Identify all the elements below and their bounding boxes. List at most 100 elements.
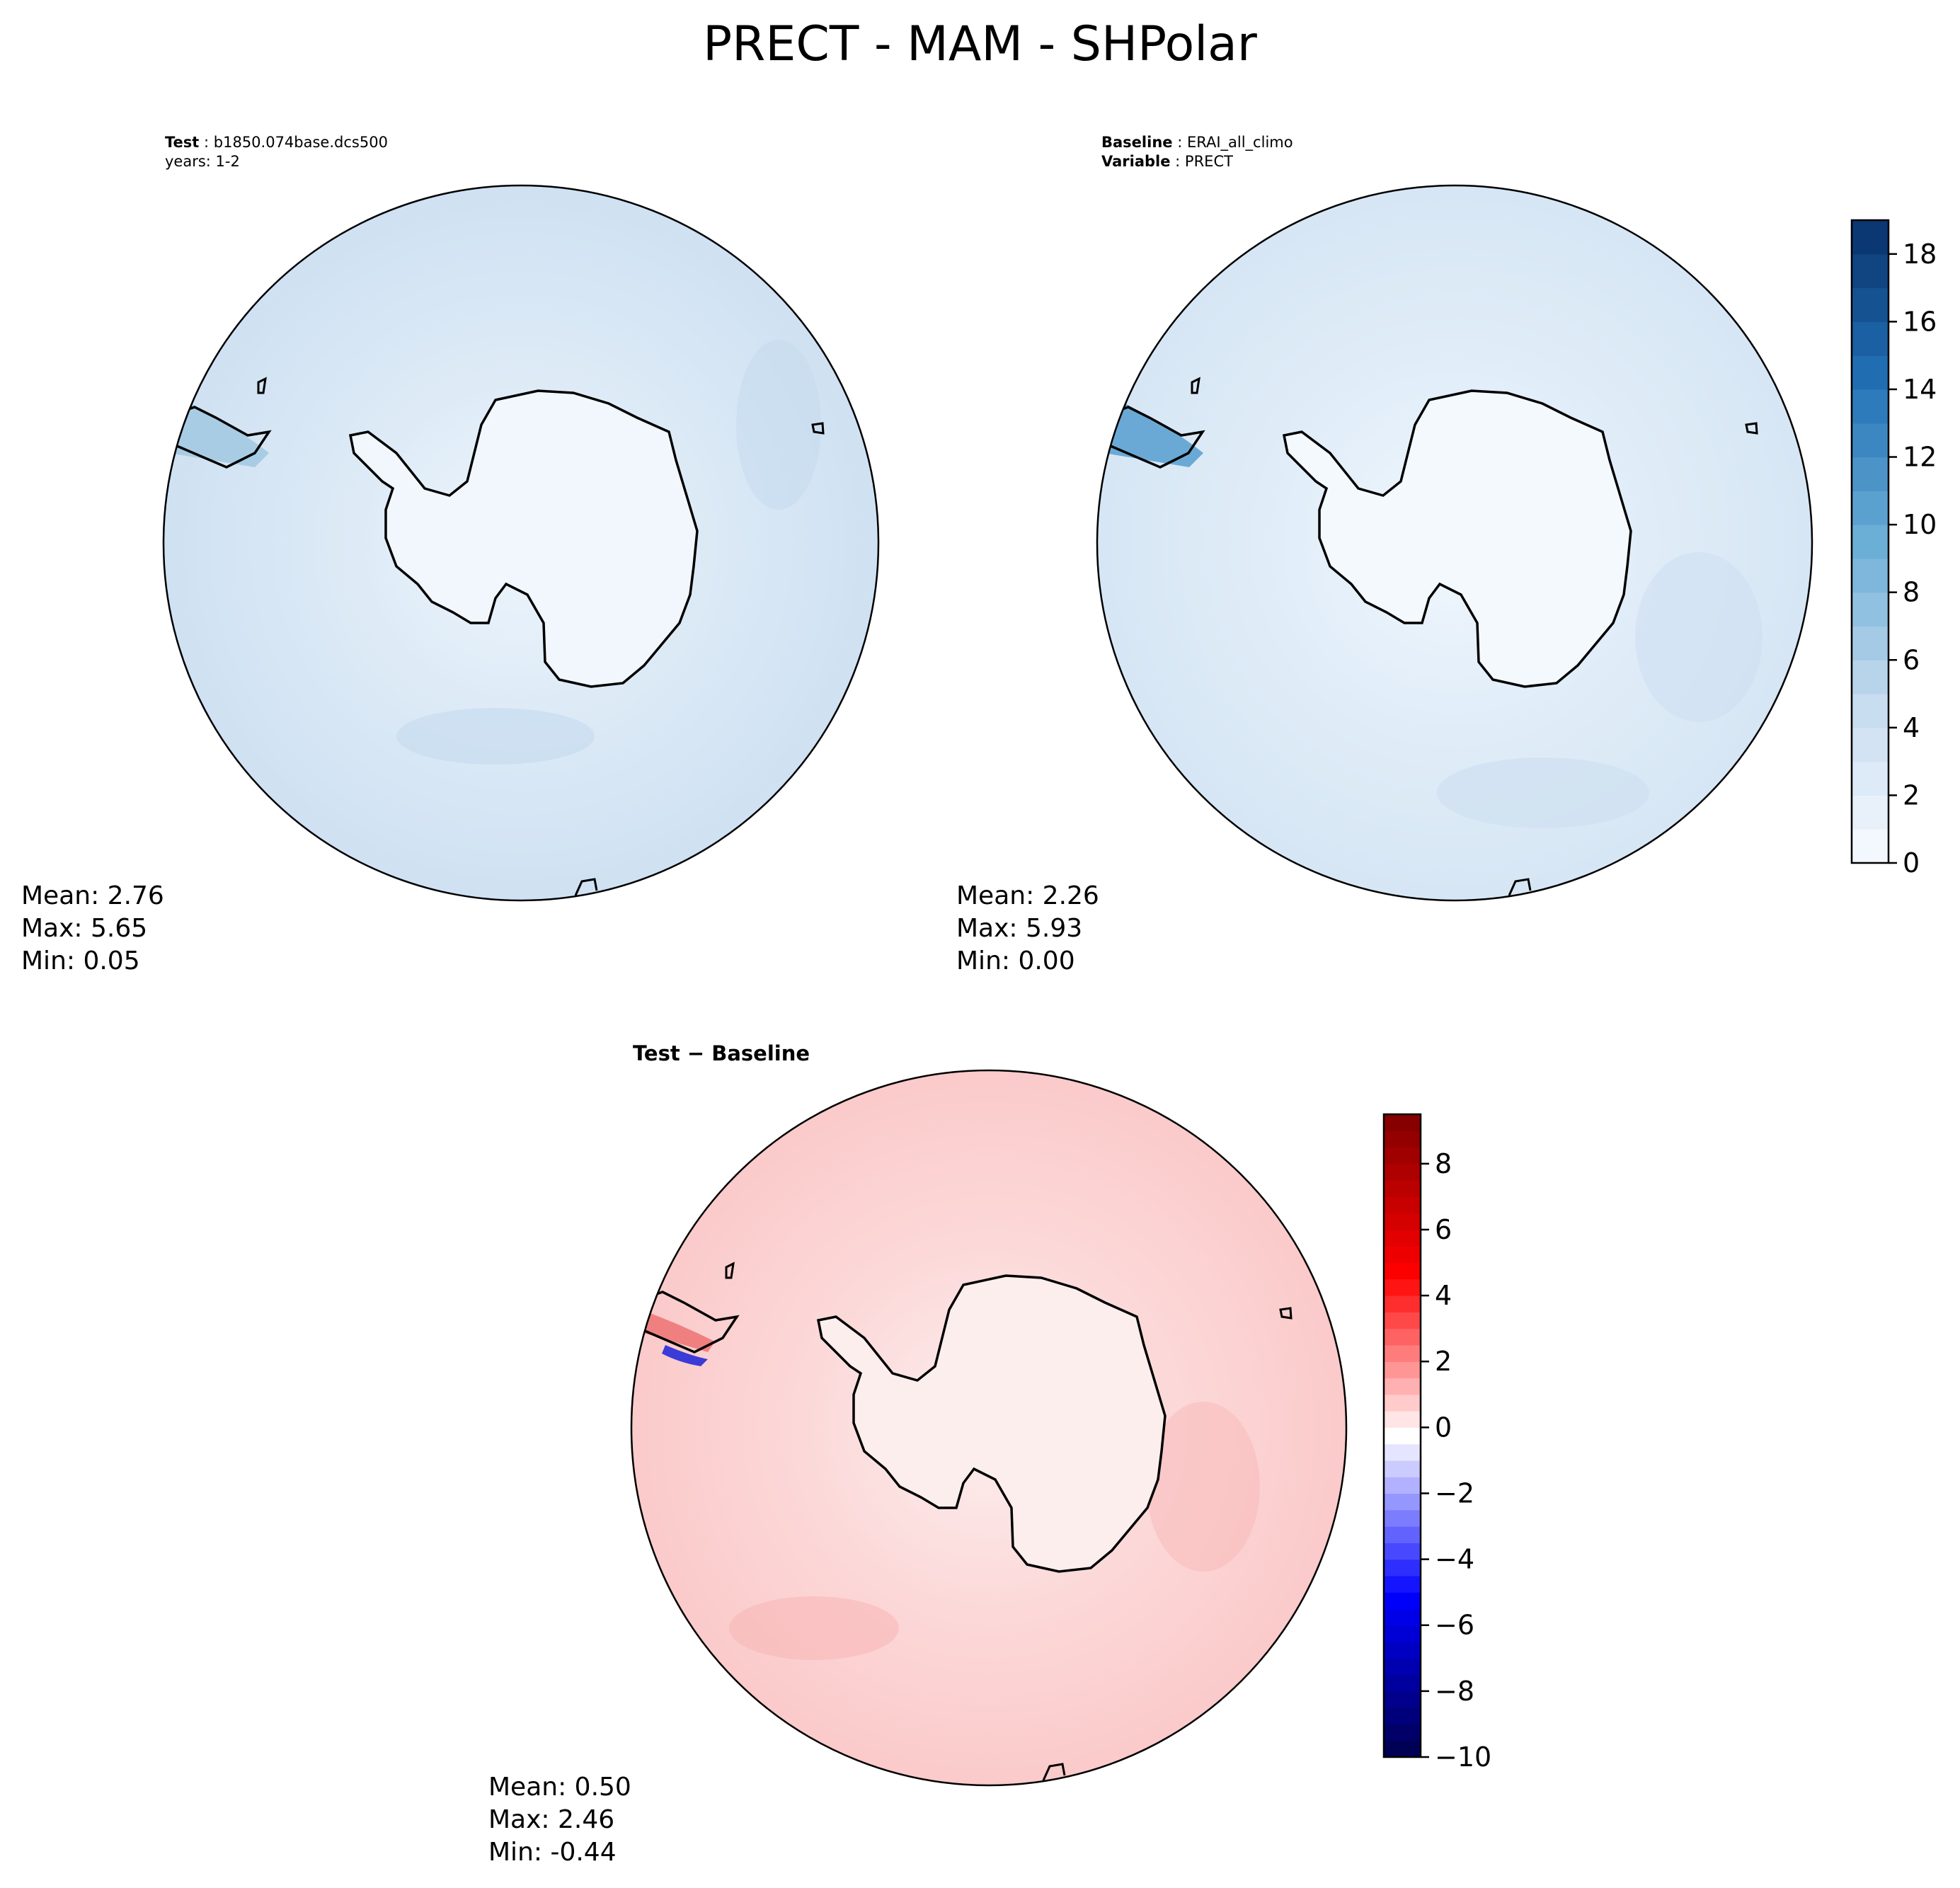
diff-mean: Mean: 0.50 bbox=[488, 1773, 631, 1802]
precip-colorbar-level bbox=[1852, 525, 1889, 559]
diff-colorbar-level bbox=[1384, 1394, 1421, 1412]
precip-colorbar-level bbox=[1852, 761, 1889, 796]
diff-colorbar-level bbox=[1384, 1658, 1421, 1676]
baseline-variable: PRECT bbox=[1184, 153, 1233, 170]
baseline-stats: Mean: 2.26 Max: 5.93 Min: 0.00 bbox=[956, 880, 1099, 978]
precip-colorbar-level bbox=[1852, 389, 1889, 424]
test-island-outline bbox=[257, 377, 267, 394]
diff-colorbar-tick-label: 0 bbox=[1435, 1412, 1452, 1443]
diff-peninsula-negative bbox=[662, 1345, 708, 1366]
diff-colorbar-level bbox=[1384, 1213, 1421, 1230]
precip-colorbar-tick-label: 12 bbox=[1903, 442, 1937, 473]
diff-colorbar-level bbox=[1384, 1427, 1421, 1445]
precip-colorbar-tick-label: 10 bbox=[1903, 509, 1937, 540]
diff-colorbar: −10 −8 −6 −4 −2 0 2 4 6 8 bbox=[1382, 1113, 1491, 1773]
test-field-patch bbox=[396, 708, 595, 765]
precip-colorbar-level bbox=[1852, 727, 1889, 762]
diff-colorbar-level bbox=[1384, 1196, 1421, 1214]
baseline-map bbox=[1096, 184, 1813, 902]
diff-colorbar-level bbox=[1384, 1295, 1421, 1312]
diff-colorbar-level bbox=[1384, 1312, 1421, 1329]
diff-colorbar-level bbox=[1384, 1509, 1421, 1527]
test-max: Max: 5.65 bbox=[21, 914, 148, 943]
diff-colorbar-level bbox=[1384, 1625, 1421, 1642]
diff-colorbar-level bbox=[1384, 1707, 1421, 1725]
diff-title-test: Test bbox=[633, 1041, 680, 1065]
diff-colorbar-level bbox=[1384, 1543, 1421, 1560]
diff-title-sep: − bbox=[680, 1041, 712, 1065]
diff-colorbar-tick-label: 8 bbox=[1435, 1148, 1452, 1179]
test-island-outline bbox=[811, 422, 825, 435]
diff-colorbar-tick-label: −10 bbox=[1435, 1741, 1491, 1773]
precip-colorbar-level bbox=[1852, 253, 1889, 289]
baseline-name: ERAI_all_climo bbox=[1186, 134, 1293, 151]
baseline-antarctica-coastline bbox=[1282, 389, 1632, 688]
diff-colorbar-level bbox=[1384, 1361, 1421, 1379]
diff-island-outline bbox=[1279, 1307, 1293, 1320]
diff-colorbar-level bbox=[1384, 1460, 1421, 1477]
diff-stats: Mean: 0.50 Max: 2.46 Min: -0.44 bbox=[488, 1771, 631, 1869]
diff-colorbar-tick-label: 6 bbox=[1435, 1214, 1452, 1245]
precip-colorbar-tick-label: 16 bbox=[1903, 306, 1937, 337]
diff-colorbar-level bbox=[1384, 1163, 1421, 1181]
diff-field-patch bbox=[729, 1596, 899, 1660]
baseline-south-america-coastline bbox=[1097, 406, 1205, 469]
baseline-new-zealand-outline bbox=[1508, 878, 1532, 896]
test-name: b1850.074base.dcs500 bbox=[213, 134, 388, 151]
diff-colorbar-level bbox=[1384, 1411, 1421, 1428]
figure-title: PRECT - MAM - SHPolar bbox=[703, 16, 1257, 72]
diff-colorbar-level bbox=[1384, 1575, 1421, 1593]
test-antarctica-coastline bbox=[348, 389, 699, 688]
test-label: Test bbox=[165, 134, 200, 151]
precip-colorbar-frame bbox=[1850, 219, 1890, 864]
precip-colorbar-level bbox=[1852, 626, 1889, 660]
diff-title-baseline: Baseline bbox=[711, 1041, 810, 1065]
diff-antarctica-coastline bbox=[816, 1274, 1167, 1573]
diff-colorbar-level bbox=[1384, 1526, 1421, 1543]
baseline-max: Max: 5.93 bbox=[956, 914, 1083, 943]
diff-colorbar-level bbox=[1384, 1740, 1421, 1758]
precip-colorbar-level bbox=[1852, 220, 1889, 255]
diff-colorbar-level bbox=[1384, 1229, 1421, 1247]
diff-max: Max: 2.46 bbox=[488, 1805, 615, 1834]
precip-colorbar-tick-label: 0 bbox=[1903, 847, 1920, 879]
diff-colorbar-level bbox=[1384, 1246, 1421, 1264]
test-field-patch bbox=[736, 340, 821, 510]
test-stats: Mean: 2.76 Max: 5.65 Min: 0.05 bbox=[21, 880, 164, 978]
diff-colorbar-level bbox=[1384, 1180, 1421, 1198]
diff-colorbar-level bbox=[1384, 1674, 1421, 1692]
test-peninsula-maximum bbox=[170, 396, 269, 467]
precip-colorbar-level bbox=[1852, 660, 1889, 694]
precip-colorbar-tick-label: 14 bbox=[1903, 374, 1937, 405]
precip-colorbar-level bbox=[1852, 457, 1889, 491]
diff-colorbar-level bbox=[1384, 1328, 1421, 1346]
diff-peninsula-positive bbox=[637, 1310, 715, 1352]
diff-island-outline bbox=[725, 1261, 735, 1279]
test-min: Min: 0.05 bbox=[21, 946, 140, 976]
precip-colorbar-level bbox=[1852, 355, 1889, 390]
diff-colorbar-level bbox=[1384, 1378, 1421, 1395]
diff-field-patch bbox=[1147, 1402, 1260, 1572]
diff-colorbar-level bbox=[1384, 1443, 1421, 1461]
diff-colorbar-level bbox=[1384, 1147, 1421, 1165]
baseline-map-boundary bbox=[1096, 184, 1813, 902]
precip-colorbar-level bbox=[1852, 795, 1889, 830]
precip-colorbar-tick-label: 4 bbox=[1903, 712, 1920, 743]
precip-colorbar-level bbox=[1852, 321, 1889, 356]
diff-new-zealand-outline bbox=[1042, 1763, 1066, 1781]
precip-colorbar-tick-label: 8 bbox=[1903, 577, 1920, 608]
diff-colorbar-level bbox=[1384, 1608, 1421, 1626]
test-south-america-coastline bbox=[164, 406, 272, 469]
precip-colorbar-tick-label: 18 bbox=[1903, 239, 1937, 270]
baseline-mean: Mean: 2.26 bbox=[956, 881, 1099, 910]
diff-colorbar-level bbox=[1384, 1477, 1421, 1494]
baseline-header: Baseline : ERAI_all_climo Variable : PRE… bbox=[1101, 134, 1293, 170]
diff-colorbar-level bbox=[1384, 1493, 1421, 1511]
precip-colorbar-level bbox=[1852, 423, 1889, 458]
diff-south-america-coastline bbox=[631, 1291, 740, 1354]
precip-colorbar-level bbox=[1852, 592, 1889, 627]
diff-colorbar-tick-label: −8 bbox=[1435, 1676, 1474, 1707]
diff-map bbox=[630, 1069, 1348, 1787]
diff-colorbar-level bbox=[1384, 1344, 1421, 1362]
